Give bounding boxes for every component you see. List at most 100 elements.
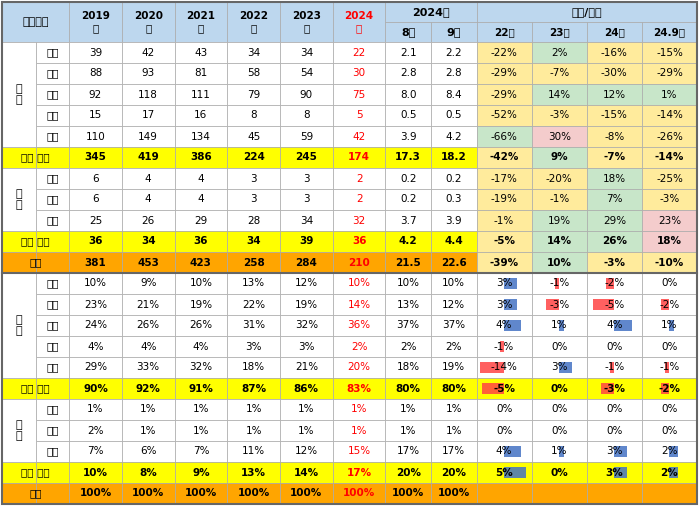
Bar (280, 105, 333, 126)
Text: 26%: 26% (602, 236, 627, 246)
Text: 1%: 1% (245, 426, 262, 436)
Bar (122, 399, 175, 420)
Bar (532, 189, 586, 210)
Text: 18%: 18% (603, 174, 626, 184)
Bar (227, 189, 280, 210)
Text: 7%: 7% (193, 447, 209, 457)
Text: 2%: 2% (400, 342, 417, 351)
Bar (482, 383, 504, 394)
Bar (36, 294, 69, 315)
Bar (642, 462, 697, 483)
Bar (477, 231, 532, 252)
Text: 42: 42 (352, 131, 366, 142)
Bar (69, 399, 122, 420)
Bar (36, 147, 69, 168)
Bar (36, 315, 69, 336)
Bar (333, 168, 385, 189)
Bar (227, 252, 280, 273)
Text: 1%: 1% (298, 426, 315, 436)
Text: -1%: -1% (549, 195, 569, 204)
Bar (385, 441, 431, 462)
Text: -25%: -25% (656, 174, 683, 184)
Bar (36, 336, 69, 357)
Bar (477, 210, 532, 231)
Bar (2, 126, 36, 147)
Text: 3%: 3% (606, 447, 623, 457)
Bar (280, 189, 333, 210)
Bar (532, 147, 586, 168)
Bar (69, 273, 122, 294)
Text: 大客: 大客 (46, 404, 59, 415)
Bar (227, 63, 280, 84)
Bar (227, 357, 280, 378)
Bar (2, 84, 36, 105)
Bar (333, 42, 385, 63)
Text: 1%: 1% (140, 404, 157, 415)
Text: 4: 4 (145, 174, 152, 184)
Text: -7%: -7% (603, 153, 626, 163)
Bar (477, 357, 532, 378)
Bar (532, 252, 586, 273)
Text: -3%: -3% (603, 257, 626, 267)
Bar (431, 420, 477, 441)
Bar (175, 462, 227, 483)
Text: 210: 210 (348, 257, 370, 267)
Bar (431, 147, 477, 168)
Text: 14%: 14% (294, 468, 319, 477)
Bar (385, 399, 431, 420)
Text: 0%: 0% (606, 404, 623, 415)
Text: 总计: 总计 (29, 488, 42, 498)
Bar (477, 462, 532, 483)
Text: 卡
车: 卡 车 (15, 315, 22, 336)
Text: 1%: 1% (298, 404, 315, 415)
Bar (333, 273, 385, 294)
Text: 皮卡: 皮卡 (46, 279, 59, 289)
Bar (614, 446, 627, 457)
Bar (385, 462, 431, 483)
Text: 18.2: 18.2 (441, 153, 467, 163)
Text: 0.5: 0.5 (445, 110, 462, 120)
Text: 0%: 0% (496, 426, 512, 436)
Text: 90%: 90% (83, 383, 108, 393)
Text: 中卡: 中卡 (46, 110, 59, 120)
Bar (586, 105, 642, 126)
Bar (385, 105, 431, 126)
Text: 中卡: 中卡 (46, 342, 59, 351)
Bar (280, 84, 333, 105)
Bar (122, 315, 175, 336)
Bar (280, 252, 333, 273)
Bar (431, 399, 477, 420)
Bar (175, 2, 227, 42)
Text: 1%: 1% (551, 321, 568, 331)
Bar (601, 383, 614, 394)
Text: 0%: 0% (606, 426, 623, 436)
Bar (586, 84, 642, 105)
Text: 12%: 12% (442, 300, 466, 310)
Text: 34: 34 (247, 48, 260, 58)
Text: 24%: 24% (84, 321, 107, 331)
Bar (642, 105, 697, 126)
Text: -52%: -52% (491, 110, 517, 120)
Bar (2, 273, 36, 294)
Bar (2, 210, 36, 231)
Text: 中客: 中客 (46, 426, 59, 436)
Bar (555, 278, 559, 289)
Bar (385, 273, 431, 294)
Bar (431, 22, 477, 42)
Bar (504, 299, 517, 310)
Bar (36, 399, 69, 420)
Text: 91%: 91% (189, 383, 213, 393)
Text: 7%: 7% (606, 195, 623, 204)
Text: 36: 36 (352, 236, 366, 246)
Bar (175, 336, 227, 357)
Bar (36, 84, 69, 105)
Bar (227, 84, 280, 105)
Bar (532, 168, 586, 189)
Text: 0%: 0% (661, 426, 677, 436)
Text: 3%: 3% (551, 362, 568, 372)
Text: 大客: 大客 (46, 174, 59, 184)
Text: 20%: 20% (396, 468, 421, 477)
Bar (2, 147, 36, 168)
Bar (642, 420, 697, 441)
Text: 2023
年: 2023 年 (292, 11, 321, 33)
